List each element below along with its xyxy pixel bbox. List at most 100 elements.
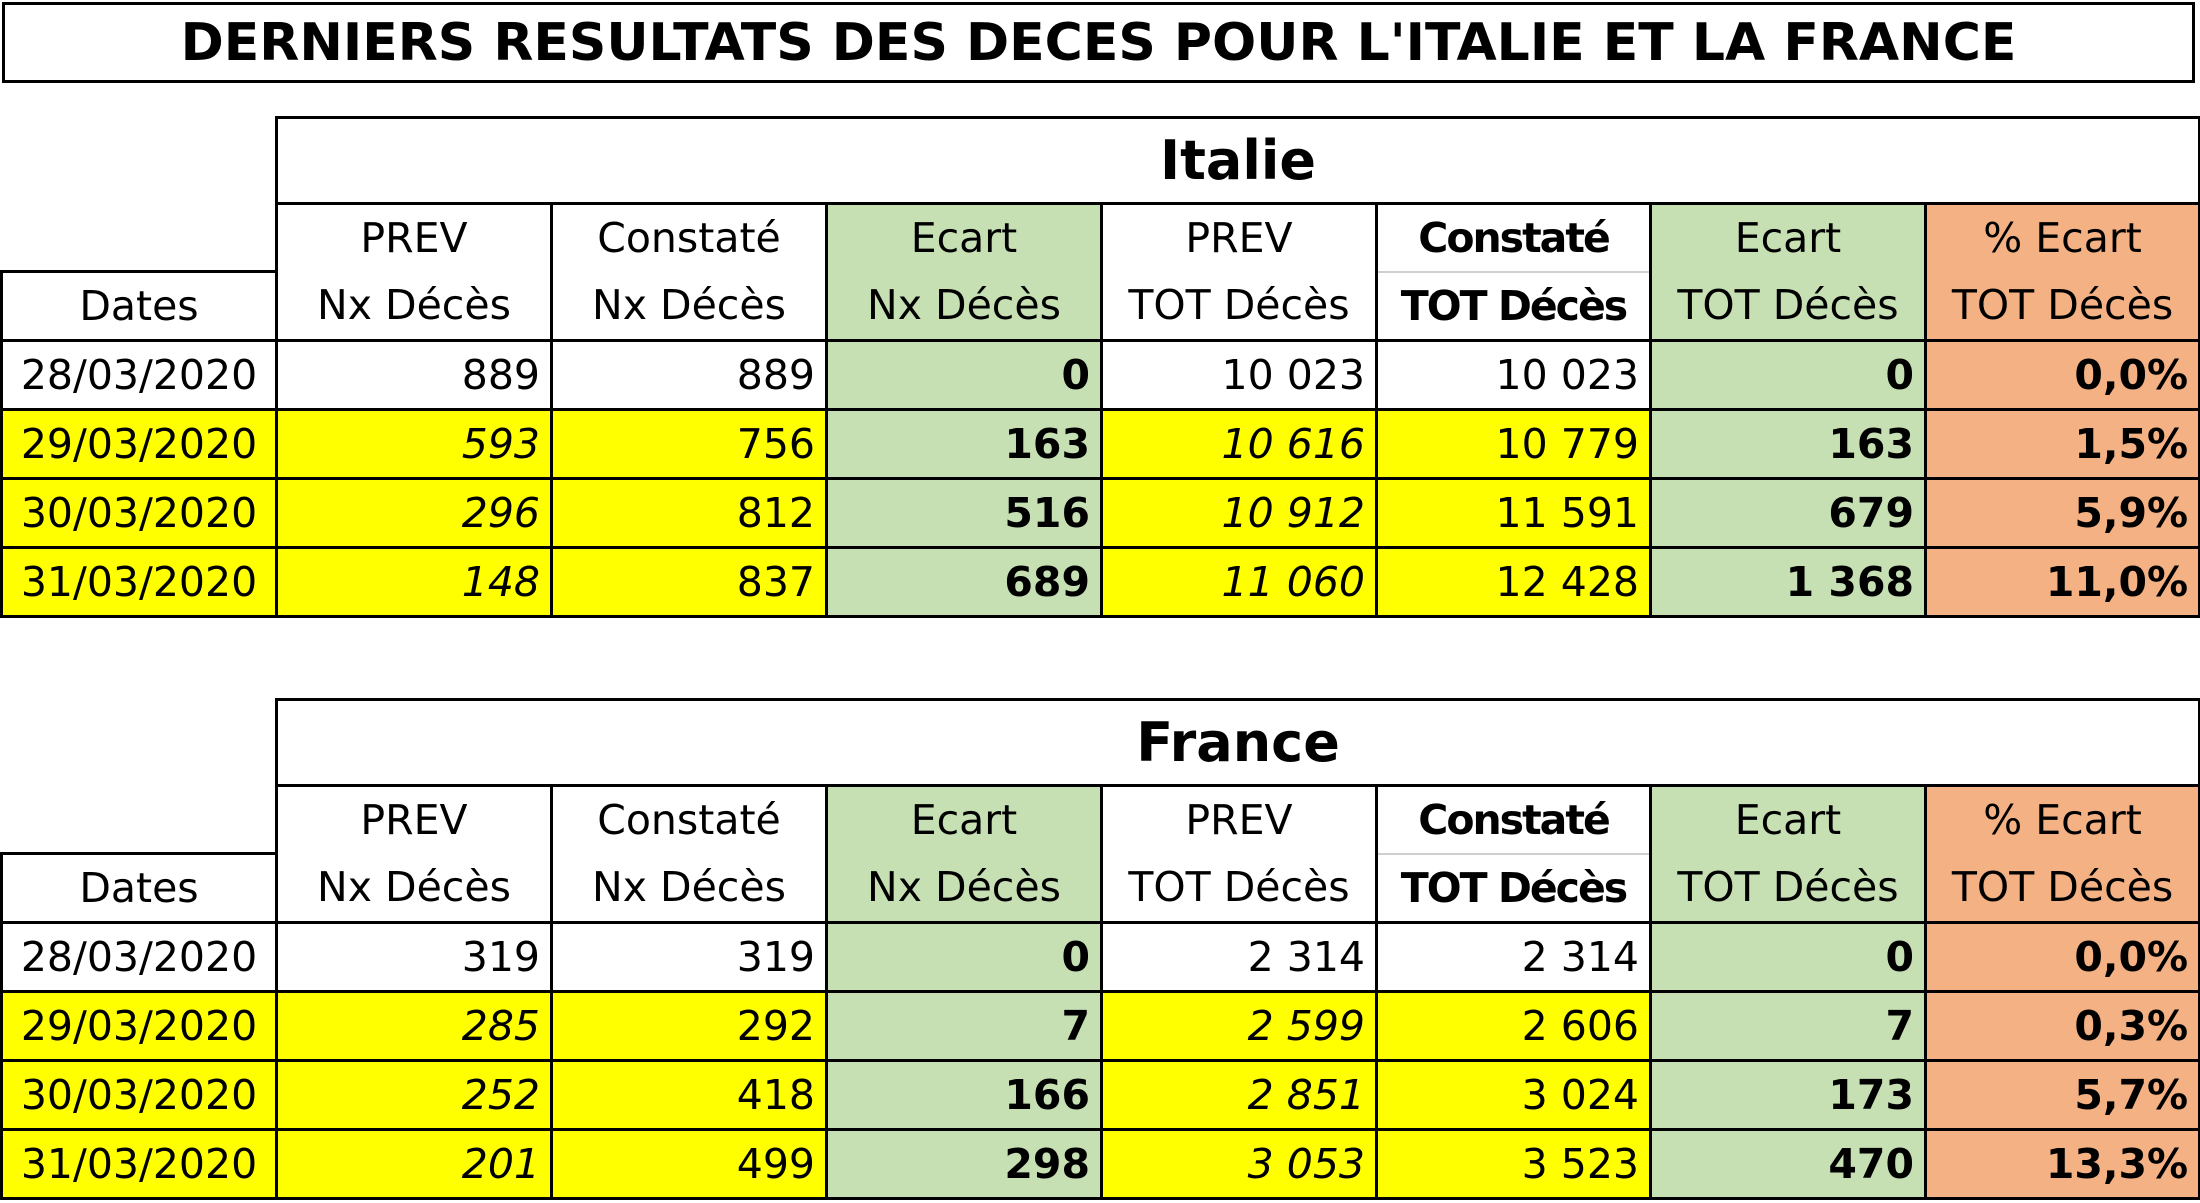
cell-ecart-tot: 1 368: [1649, 546, 1927, 618]
cell-date: 30/03/2020: [0, 477, 278, 549]
col-subheader-nx: Nx Décès: [825, 271, 1103, 342]
col-header-prev: PREV: [275, 784, 553, 854]
col-subheader-nx: Nx Décès: [825, 853, 1103, 924]
cell-prev-nx: 593: [275, 408, 553, 480]
cell-prev-tot: 3 053: [1100, 1128, 1378, 1200]
col-subheader-nx: Nx Décès: [550, 853, 828, 924]
cell-constate-tot: 10 779: [1375, 408, 1652, 480]
cell-pct-ecart: 5,7%: [1923, 1059, 2200, 1131]
table-row: 30/03/2020 296 812 516 10 912 11 591 679…: [0, 477, 2200, 549]
cell-prev-tot: 10 616: [1100, 408, 1378, 480]
col-subheader-tot: TOT Décès: [1649, 271, 1927, 342]
cell-ecart-tot: 7: [1649, 990, 1927, 1062]
col-subheader-tot: TOT Décès: [1375, 852, 1652, 924]
cell-date: 28/03/2020: [0, 339, 278, 411]
cell-prev-nx: 148: [275, 546, 553, 618]
col-header-prev: PREV: [1100, 202, 1378, 272]
cell-pct-ecart: 1,5%: [1923, 408, 2200, 480]
cell-prev-tot: 10 912: [1100, 477, 1378, 549]
cell-constate-tot: 2 606: [1375, 990, 1652, 1062]
col-header-pct-ecart: % Ecart: [1923, 784, 2200, 854]
cell-date: 28/03/2020: [0, 921, 278, 993]
cell-prev-tot: 2 599: [1100, 990, 1378, 1062]
cell-ecart-nx: 0: [825, 339, 1103, 411]
col-subheader-nx: Nx Décès: [550, 271, 828, 342]
col-subheader-tot: TOT Décès: [1649, 853, 1927, 924]
cell-prev-tot: 2 314: [1100, 921, 1378, 993]
col-header-ecart: Ecart: [825, 784, 1103, 854]
cell-pct-ecart: 13,3%: [1923, 1128, 2200, 1200]
cell-date: 29/03/2020: [0, 408, 278, 480]
col-header-ecart: Ecart: [1649, 784, 1927, 854]
cell-pct-ecart: 0,0%: [1923, 339, 2200, 411]
table-row: 28/03/2020 889 889 0 10 023 10 023 0 0,0…: [0, 339, 2200, 411]
cell-constate-tot: 2 314: [1375, 921, 1652, 993]
col-header-ecart: Ecart: [1649, 202, 1927, 272]
cell-ecart-tot: 679: [1649, 477, 1927, 549]
cell-prev-nx: 296: [275, 477, 553, 549]
cell-pct-ecart: 5,9%: [1923, 477, 2200, 549]
empty-corner: [2, 700, 277, 786]
table-row: 31/03/2020 148 837 689 11 060 12 428 1 3…: [0, 546, 2200, 618]
table-row: 29/03/2020 285 292 7 2 599 2 606 7 0,3%: [0, 990, 2200, 1062]
cell-constate-tot: 10 023: [1375, 339, 1652, 411]
col-subheader-tot: TOT Décès: [1375, 270, 1652, 342]
cell-ecart-tot: 163: [1649, 408, 1927, 480]
empty-corner: [2, 204, 277, 272]
cell-prev-tot: 2 851: [1100, 1059, 1378, 1131]
cell-constate-nx: 292: [550, 990, 828, 1062]
col-header-prev: PREV: [1100, 784, 1378, 854]
cell-ecart-nx: 298: [825, 1128, 1103, 1200]
cell-date: 30/03/2020: [0, 1059, 278, 1131]
col-header-pct-ecart: % Ecart: [1923, 202, 2200, 272]
col-header-constate: Constaté: [1375, 202, 1652, 273]
country-title: Italie: [274, 116, 2200, 205]
col-subheader-nx: Nx Décès: [275, 853, 553, 924]
cell-ecart-tot: 0: [1649, 921, 1927, 993]
cell-date: 31/03/2020: [0, 1128, 278, 1200]
table-row: 30/03/2020 252 418 166 2 851 3 024 173 5…: [0, 1059, 2200, 1131]
col-subheader-nx: Nx Décès: [275, 271, 553, 342]
cell-constate-nx: 499: [550, 1128, 828, 1200]
cell-ecart-nx: 0: [825, 921, 1103, 993]
country-title: France: [274, 698, 2200, 787]
cell-constate-tot: 11 591: [1375, 477, 1652, 549]
col-subheader-tot: TOT Décès: [1100, 271, 1378, 342]
italy-table: Italie PREV Constaté Ecart PREV Constaté…: [0, 116, 2200, 618]
cell-ecart-tot: 0: [1649, 339, 1927, 411]
cell-prev-tot: 10 023: [1100, 339, 1378, 411]
cell-constate-tot: 3 024: [1375, 1059, 1652, 1131]
cell-prev-nx: 319: [275, 921, 553, 993]
cell-ecart-tot: 173: [1649, 1059, 1927, 1131]
col-header-constate: Constaté: [550, 784, 828, 854]
cell-pct-ecart: 11,0%: [1923, 546, 2200, 618]
col-header-prev: PREV: [275, 202, 553, 272]
cell-prev-nx: 201: [275, 1128, 553, 1200]
cell-constate-nx: 889: [550, 339, 828, 411]
cell-pct-ecart: 0,3%: [1923, 990, 2200, 1062]
empty-corner: [2, 786, 277, 854]
france-table: France PREV Constaté Ecart PREV Constaté…: [0, 698, 2200, 1200]
cell-ecart-nx: 516: [825, 477, 1103, 549]
cell-ecart-tot: 470: [1649, 1128, 1927, 1200]
page-title: DERNIERS RESULTATS DES DECES POUR L'ITAL…: [2, 2, 2195, 83]
table-row: 28/03/2020 319 319 0 2 314 2 314 0 0,0%: [0, 921, 2200, 993]
cell-constate-nx: 812: [550, 477, 828, 549]
col-header-ecart: Ecart: [825, 202, 1103, 272]
cell-constate-nx: 756: [550, 408, 828, 480]
cell-prev-tot: 11 060: [1100, 546, 1378, 618]
table-row: 31/03/2020 201 499 298 3 053 3 523 470 1…: [0, 1128, 2200, 1200]
cell-pct-ecart: 0,0%: [1923, 921, 2200, 993]
col-header-dates: Dates: [0, 852, 278, 924]
cell-constate-nx: 837: [550, 546, 828, 618]
cell-prev-nx: 285: [275, 990, 553, 1062]
cell-ecart-nx: 7: [825, 990, 1103, 1062]
cell-constate-tot: 12 428: [1375, 546, 1652, 618]
cell-prev-nx: 889: [275, 339, 553, 411]
cell-constate-nx: 319: [550, 921, 828, 993]
empty-corner: [2, 118, 277, 204]
cell-constate-nx: 418: [550, 1059, 828, 1131]
cell-date: 31/03/2020: [0, 546, 278, 618]
col-header-constate: Constaté: [1375, 784, 1652, 855]
col-header-constate: Constaté: [550, 202, 828, 272]
